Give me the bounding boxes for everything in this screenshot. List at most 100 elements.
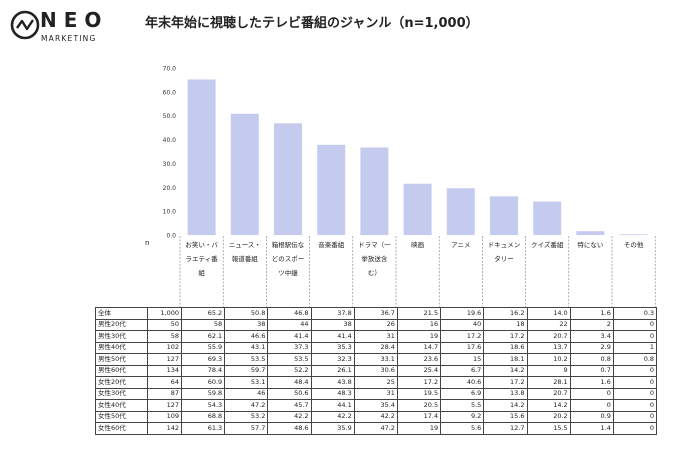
table-cell: 12.7 xyxy=(483,422,528,435)
table-cell: 0 xyxy=(612,410,658,423)
table-cell: 0 xyxy=(569,387,614,400)
table-cell: 13.8 xyxy=(483,387,528,400)
table-cell: 15 xyxy=(440,353,485,366)
table-cell: 18.6 xyxy=(483,341,528,354)
table-cell: 60.9 xyxy=(180,376,226,389)
bar xyxy=(533,201,562,235)
table-cell: 41.4 xyxy=(267,330,312,343)
table-cell: 59.8 xyxy=(180,387,226,400)
table-row: 男性20代 50 58 38 44 38 26 16 40 18 22 2 0 xyxy=(95,318,658,331)
table-cell: 16.2 xyxy=(483,307,528,320)
y-tick-label: 0.0 xyxy=(166,233,176,240)
table-cell: 0.8 xyxy=(569,353,614,366)
table-cell: 14.0 xyxy=(526,307,571,320)
y-tick-label: 50.0 xyxy=(163,113,177,120)
table-cell: 1 xyxy=(612,341,658,354)
row-n: 87 xyxy=(147,387,182,400)
table-cell: 5.5 xyxy=(440,399,485,412)
table-cell: 57.7 xyxy=(224,422,269,435)
table-cell: 53.5 xyxy=(224,353,269,366)
row-n: 1,000 xyxy=(147,307,182,320)
table-cell: 40.6 xyxy=(440,376,485,389)
category-label: ドキュメンタリー xyxy=(488,241,521,263)
table-cell: 44.1 xyxy=(310,399,355,412)
row-label: 女性60代 xyxy=(95,422,148,435)
table-cell: 0 xyxy=(612,399,658,412)
table-cell: 69.3 xyxy=(180,353,226,366)
row-label: 男性50代 xyxy=(95,353,148,366)
bar xyxy=(317,144,346,235)
table-cell: 0 xyxy=(612,318,658,331)
bar xyxy=(360,147,389,235)
table-cell: 19 xyxy=(396,422,442,435)
table-cell: 50.8 xyxy=(224,307,269,320)
brand-name: NEO xyxy=(40,8,109,32)
table-cell: 48.6 xyxy=(267,422,312,435)
table-cell: 28.1 xyxy=(526,376,571,389)
table-cell: 14.2 xyxy=(526,399,571,412)
table-cell: 3.4 xyxy=(569,330,614,343)
row-n: 127 xyxy=(147,399,182,412)
bar xyxy=(446,188,475,235)
row-n: 109 xyxy=(147,410,182,423)
table-cell: 28.4 xyxy=(353,341,398,354)
row-label: 男性60代 xyxy=(95,364,148,377)
table-cell: 20.7 xyxy=(526,387,571,400)
table-row: 女性30代 87 59.8 46 50.6 48.3 31 19.5 6.9 13.8 20.7 0 0 xyxy=(95,387,658,400)
table-cell: 17.2 xyxy=(483,330,528,343)
table-cell: 48.3 xyxy=(310,387,355,400)
bar xyxy=(576,231,605,235)
neo-marketing-logo xyxy=(10,10,40,40)
table-cell: 40 xyxy=(440,318,485,331)
table-row: 女性50代 109 68.8 53.2 42.2 42.2 42.2 17.4 9.2 15.6 2… xyxy=(95,410,658,423)
table-cell: 47.2 xyxy=(224,399,269,412)
table-cell: 44 xyxy=(267,318,312,331)
table-cell: 14.7 xyxy=(396,341,442,354)
table-cell: 9 xyxy=(526,364,571,377)
table-cell: 19 xyxy=(396,330,442,343)
row-label: 男性30代 xyxy=(95,330,148,343)
n-label: n xyxy=(145,239,149,247)
table-cell: 14.2 xyxy=(483,364,528,377)
table-cell: 0 xyxy=(612,422,658,435)
y-tick-label: 60.0 xyxy=(163,89,177,96)
category-label: その他 xyxy=(624,240,644,249)
data-table: 全体 1,000 65.2 50.8 46.8 37.8 36.7 21.5 19.6 16.2 1… xyxy=(95,307,658,435)
table-cell: 65.2 xyxy=(180,307,226,320)
table-row: 男性40代 102 55.9 43.1 37.3 35.3 28.4 14.7 17.6 18.6… xyxy=(95,341,658,354)
table-cell: 48.4 xyxy=(267,376,312,389)
table-cell: 30.6 xyxy=(353,364,398,377)
table-cell: 35.9 xyxy=(310,422,355,435)
row-label: 女性50代 xyxy=(95,410,148,423)
table-cell: 14.2 xyxy=(483,399,528,412)
table-row: 女性60代 142 61.3 57.7 48.6 35.9 47.2 19 5.6 12.7 15.… xyxy=(95,422,658,435)
row-n: 134 xyxy=(147,364,182,377)
table-cell: 19.6 xyxy=(440,307,485,320)
table-cell: 0 xyxy=(612,376,658,389)
y-tick-label: 10.0 xyxy=(163,209,177,216)
table-cell: 21.5 xyxy=(396,307,442,320)
table-cell: 2 xyxy=(569,318,614,331)
table-cell: 58 xyxy=(180,318,226,331)
table-cell: 50.6 xyxy=(267,387,312,400)
table-cell: 6.9 xyxy=(440,387,485,400)
row-n: 50 xyxy=(147,318,182,331)
table-cell: 15.5 xyxy=(526,422,571,435)
table-cell: 0 xyxy=(612,330,658,343)
row-n: 58 xyxy=(147,330,182,343)
row-label: 女性30代 xyxy=(95,387,148,400)
table-cell: 62.1 xyxy=(180,330,226,343)
bar xyxy=(230,113,259,235)
row-n: 102 xyxy=(147,341,182,354)
table-cell: 20.5 xyxy=(396,399,442,412)
table-cell: 31 xyxy=(353,330,398,343)
row-label: 女性40代 xyxy=(95,399,148,412)
table-cell: 19.5 xyxy=(396,387,442,400)
table-row: 女性40代 127 54.3 47.2 45.7 44.1 35.4 20.5 5.5 14.2 1… xyxy=(95,399,658,412)
table-cell: 1.4 xyxy=(569,422,614,435)
row-n: 142 xyxy=(147,422,182,435)
table-row: 男性50代 127 69.3 53.5 53.5 32.3 33.1 23.6 15 18.1 10… xyxy=(95,353,658,366)
bars xyxy=(187,79,648,236)
table-cell: 46 xyxy=(224,387,269,400)
category-label: 特にない xyxy=(577,240,603,249)
